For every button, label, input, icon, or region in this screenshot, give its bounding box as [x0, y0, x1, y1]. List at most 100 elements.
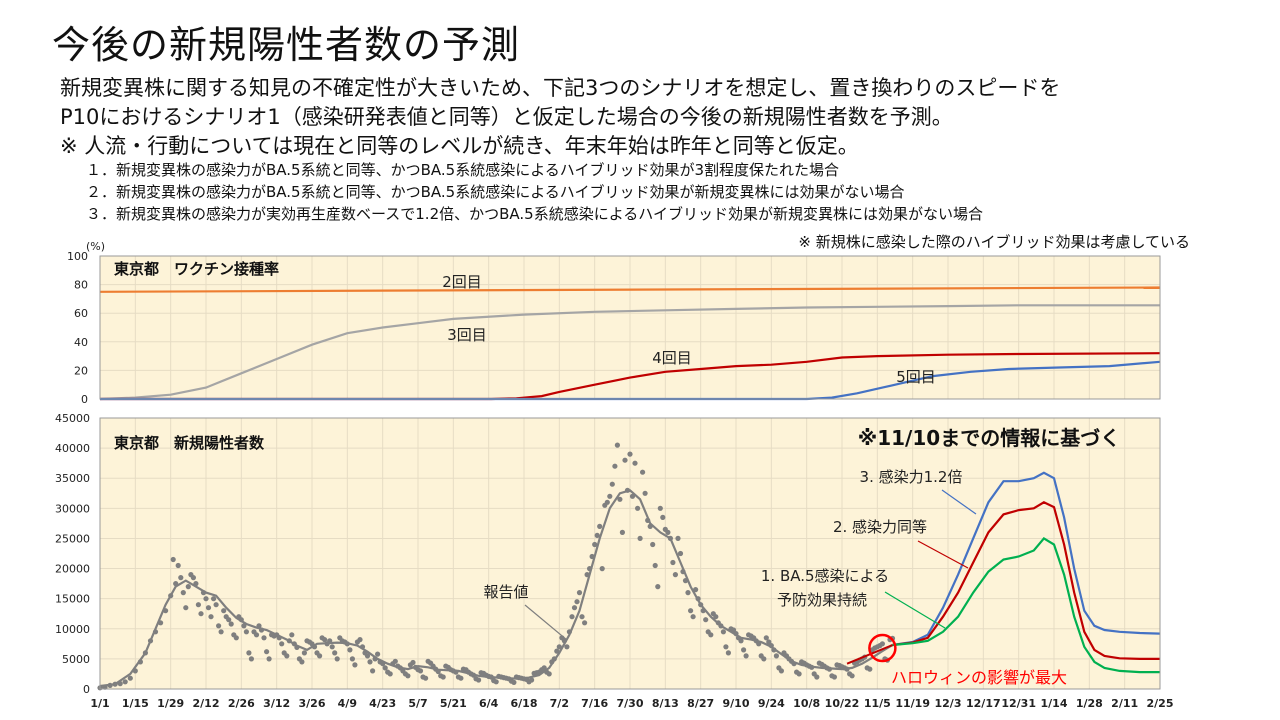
cases-daily-dot — [670, 559, 676, 566]
cases-x-tick-label: 7/16 — [581, 697, 608, 710]
cases-daily-dot — [778, 668, 785, 674]
cases-scenario-2-line — [892, 501, 1160, 660]
cases-scenario-3-leader-line — [941, 489, 977, 515]
cases-daily-dot — [849, 673, 855, 679]
vaccine-y-tick-label: 20 — [74, 364, 88, 377]
cases-x-tick-label: 7/2 — [550, 697, 569, 710]
cases-x-tick-label: 11/19 — [895, 697, 930, 710]
cases-daily-dot — [190, 575, 196, 581]
cases-x-tick-label: 1/28 — [1076, 697, 1103, 710]
cases-x-tick-label: 1/29 — [157, 697, 184, 710]
cases-x-tick-label: 4/9 — [338, 697, 357, 710]
cases-x-tick-label: 9/10 — [723, 697, 750, 710]
cases-daily-dot — [738, 638, 744, 644]
cases-observed-leader-line — [524, 604, 568, 641]
cases-daily-dot — [619, 529, 626, 536]
cases-daily-dot — [675, 535, 681, 542]
cases-daily-dot — [195, 602, 201, 608]
vaccine-y-tick-label: 100 — [67, 250, 88, 263]
cases-daily-dot — [660, 514, 666, 521]
vaccine-y-tick-label: 40 — [74, 336, 88, 349]
cases-daily-dot — [867, 666, 873, 672]
cases-daily-dot — [723, 644, 729, 650]
cases-daily-dot — [423, 675, 429, 681]
cases-daily-dot — [221, 608, 227, 614]
cases-x-tick-label: 2/12 — [193, 697, 220, 710]
cases-daily-dot — [571, 605, 578, 611]
cases-chart-title: 東京都 新規陽性者数 — [114, 434, 265, 452]
cases-daily-dot — [657, 505, 663, 511]
vaccine-line-dose5 — [100, 360, 1161, 401]
cases-x-tick-label: 11/5 — [864, 697, 891, 710]
cases-daily-dot — [440, 674, 446, 680]
cases-daily-dot — [688, 608, 694, 614]
cases-daily-dot — [564, 644, 570, 650]
scenario-1: １．新規変異株の感染力がBA.5系統と同等、かつBA.5系統感染によるハイブリッ… — [86, 161, 839, 179]
halloween-highlight-circle — [868, 633, 897, 663]
cases-x-tick-label: 2/11 — [1111, 697, 1138, 710]
cases-x-tick-label: 6/4 — [479, 697, 499, 710]
cases-y-tick-label: 40000 — [55, 442, 90, 455]
cases-y-tick-label: 45000 — [55, 412, 90, 425]
cases-daily-dot — [677, 550, 684, 557]
intro-line-2: P10におけるシナリオ1（感染研発表値と同等）と仮定した場合の今後の新規陽性者数… — [60, 105, 953, 129]
cases-daily-dot — [253, 632, 260, 638]
scenario-2: ２．新規変異株の感染力がBA.5系統と同等、かつBA.5系統感染によるハイブリッ… — [86, 183, 905, 201]
cases-x-tick-label: 6/18 — [511, 697, 538, 710]
cases-x-tick-label: 8/27 — [687, 697, 714, 710]
cases-daily-dot — [266, 656, 272, 662]
cases-daily-dot — [627, 451, 633, 457]
cases-daily-dot — [375, 651, 381, 657]
cases-daily-dot — [317, 653, 323, 659]
cases-annotation: ※11/10までの情報に基づく — [858, 426, 1120, 450]
cases-daily-dot — [652, 562, 658, 569]
cases-daily-dot — [364, 653, 371, 659]
cases-daily-dot — [185, 584, 191, 590]
cases-y-tick-label: 35000 — [55, 472, 90, 485]
cases-x-tick-label: 10/8 — [793, 697, 820, 710]
cases-daily-dot — [417, 668, 424, 674]
cases-daily-dot — [284, 653, 290, 659]
cases-daily-dot — [382, 665, 388, 671]
vaccine-y-tick-label: 0 — [81, 393, 88, 406]
cases-scenario-3-label: 3. 感染力1.2倍 — [860, 468, 963, 486]
cases-daily-dot — [347, 647, 353, 653]
cases-daily-dot — [208, 614, 214, 620]
cases-daily-dot — [708, 632, 714, 638]
cases-scenario-2-label: 2. 感染力同等 — [833, 518, 927, 536]
cases-daily-dot — [879, 641, 886, 647]
cases-daily-dot — [334, 656, 340, 662]
cases-daily-dot — [665, 529, 671, 536]
cases-daily-dot — [640, 469, 646, 475]
cases-observed-line — [99, 489, 894, 688]
cases-daily-dot — [322, 637, 328, 643]
hybrid-note: ※ 新規株に感染した際のハイブリッド効果は考慮している — [798, 233, 1190, 251]
cases-daily-dot — [796, 671, 802, 677]
cases-x-tick-label: 3/26 — [299, 697, 326, 710]
cases-x-tick-label: 7/30 — [617, 697, 644, 710]
vaccine-series-label-dose2: 2回目 — [442, 273, 482, 291]
cases-x-tick-label: 1/14 — [1041, 697, 1068, 710]
cases-daily-dot — [216, 623, 222, 629]
cases-daily-dot — [458, 675, 464, 681]
cases-daily-dot — [831, 674, 838, 680]
cases-y-tick-label: 15000 — [55, 593, 90, 606]
cases-x-tick-label: 2/26 — [228, 697, 255, 710]
vaccine-chart-title: 東京都 ワクチン接種率 — [114, 260, 279, 278]
cases-daily-dot — [218, 629, 224, 635]
cases-observed-label: 報告値 — [483, 583, 528, 601]
vaccine-series-label-dose3: 3回目 — [447, 326, 487, 344]
cases-x-tick-label: 2/25 — [1147, 697, 1174, 710]
intro-line-1: 新規変異株に関する知見の不確定性が大きいため、下記3つのシナリオを想定し、置き換… — [60, 76, 1061, 100]
cases-daily-dot — [582, 620, 588, 626]
cases-daily-dot — [622, 457, 628, 463]
cases-daily-dot — [387, 671, 393, 677]
cases-scenario-1-leader-line — [884, 591, 946, 629]
cases-x-tick-label: 12/31 — [1001, 697, 1036, 710]
cases-daily-dot — [743, 653, 749, 659]
cases-daily-dot — [329, 644, 335, 650]
cases-daily-dot — [741, 647, 747, 653]
cases-daily-dot — [592, 541, 598, 548]
cases-daily-dot — [637, 535, 643, 542]
